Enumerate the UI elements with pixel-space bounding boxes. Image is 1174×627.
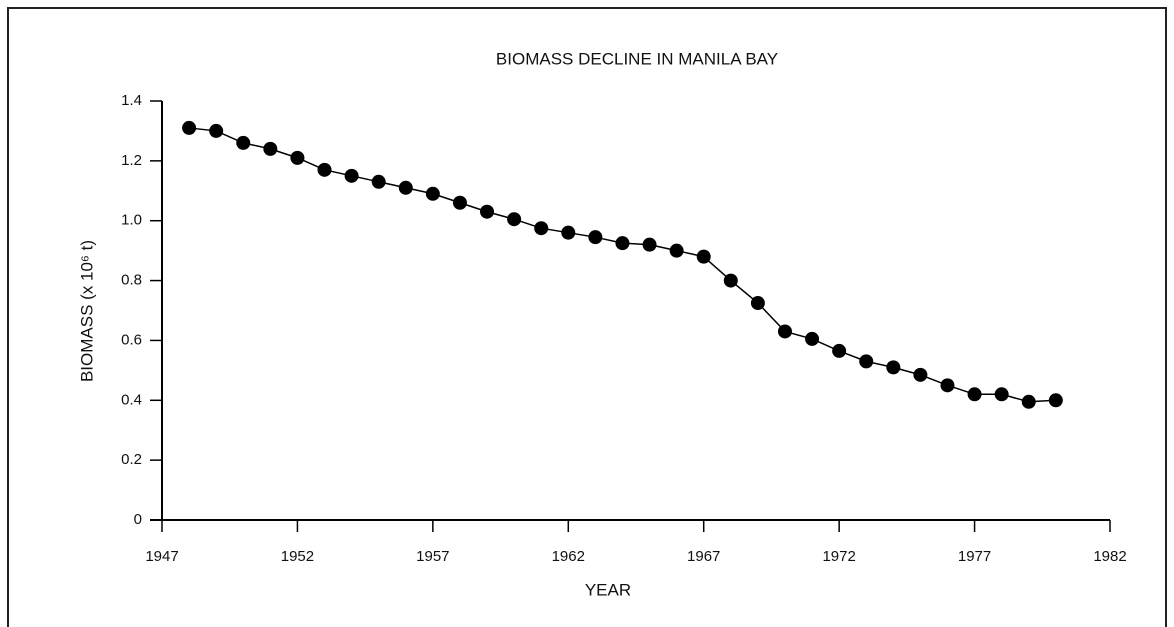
y-tick-label: 1.0 — [121, 212, 142, 229]
point — [371, 174, 386, 189]
point — [832, 343, 847, 358]
point — [1021, 394, 1036, 409]
point — [209, 123, 224, 138]
point — [480, 204, 495, 219]
point — [859, 354, 874, 369]
y-tick-label: 1.2 — [121, 152, 142, 169]
x-tick-label: 1977 — [958, 548, 991, 565]
x-tick-label: 1967 — [687, 548, 720, 565]
x-tick-label: 1952 — [281, 548, 314, 565]
x-tick-label: 1982 — [1093, 548, 1126, 565]
frame — [7, 7, 1167, 627]
x-tick-label: 1962 — [552, 548, 585, 565]
point — [1048, 393, 1063, 408]
y-tick-label: 1.4 — [121, 92, 142, 109]
point — [425, 186, 440, 201]
point — [561, 225, 576, 240]
point — [886, 360, 901, 375]
point — [236, 135, 251, 150]
point — [805, 331, 820, 346]
chart-title: BIOMASS DECLINE IN MANILA BAY — [496, 49, 778, 68]
point — [669, 243, 684, 258]
point — [588, 230, 603, 245]
point — [642, 237, 657, 252]
y-tick-label: 0.4 — [121, 391, 142, 408]
point — [696, 249, 711, 264]
point — [317, 162, 332, 177]
x-tick-label: 1972 — [822, 548, 855, 565]
point — [994, 387, 1009, 402]
x-tick-label: 1947 — [145, 548, 178, 565]
point — [507, 212, 522, 227]
point — [452, 195, 467, 210]
point — [344, 168, 359, 183]
point — [723, 273, 738, 288]
y-tick-label: 0.6 — [121, 331, 142, 348]
point — [615, 236, 630, 251]
point — [777, 324, 792, 339]
point — [913, 367, 928, 382]
y-tick-label: 0 — [134, 511, 142, 528]
point — [290, 150, 305, 165]
x-axis-label: YEAR — [585, 580, 631, 599]
y-tick-label: 0.8 — [121, 272, 142, 289]
y-tick-label: 0.2 — [121, 451, 142, 468]
point — [182, 120, 197, 135]
point — [940, 378, 955, 393]
y-axis-label: BIOMASS (x 10⁶ t) — [77, 240, 96, 382]
point — [398, 180, 413, 195]
point — [263, 141, 278, 156]
point — [534, 221, 549, 236]
x-tick-label: 1957 — [416, 548, 449, 565]
point — [750, 296, 765, 311]
point — [967, 387, 982, 402]
